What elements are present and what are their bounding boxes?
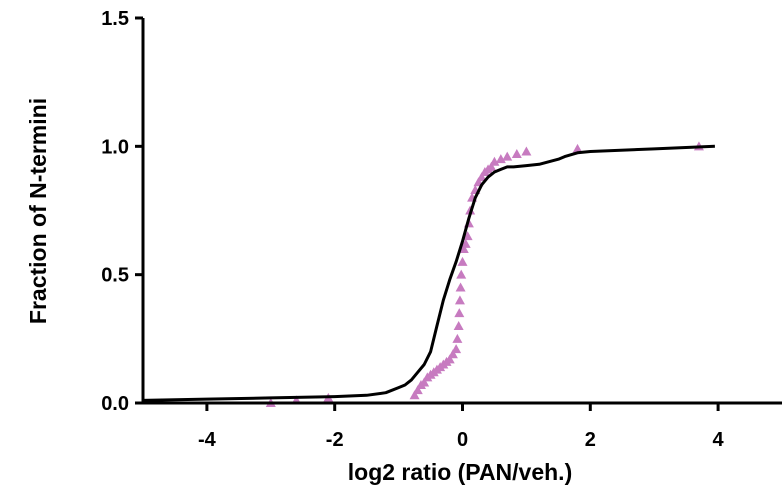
x-tick-label: 4 [713, 429, 725, 451]
plot-area [142, 141, 715, 407]
triangle-marker [458, 244, 469, 253]
triangle-marker [454, 295, 465, 305]
x-tick-label: -4 [198, 429, 217, 451]
x-tick-label: -2 [326, 429, 344, 451]
triangle-marker [460, 238, 471, 248]
x-tick-label: 0 [457, 429, 468, 451]
cumulative-line [142, 144, 715, 402]
triangle-marker [447, 349, 458, 359]
triangle-marker [452, 333, 463, 343]
y-tick-label: 1.0 [101, 136, 129, 158]
x-axis-ticks: -4 -2 0 2 4 [198, 403, 725, 451]
triangle-marker [454, 308, 465, 318]
y-axis-label: Fraction of N-termini [25, 98, 51, 324]
y-tick-label: 0.5 [101, 265, 129, 287]
triangle-marker [495, 154, 506, 164]
triangle-marker [456, 269, 467, 279]
triangle-marker [462, 231, 473, 241]
y-tick-label: 0.0 [101, 393, 129, 415]
triangle-marker [572, 143, 583, 153]
triangle-marker [419, 377, 430, 387]
triangle-marker [521, 146, 532, 156]
y-tick-label: 1.5 [101, 8, 129, 30]
triangle-marker [453, 321, 464, 330]
x-axis-label: log2 ratio (PAN/veh.) [348, 459, 573, 485]
triangle-marker [476, 172, 487, 182]
triangle-marker [451, 344, 462, 354]
triangle-marker [412, 385, 423, 395]
triangle-marker [511, 149, 522, 159]
triangle-marker [409, 390, 420, 400]
triangle-marker [455, 282, 466, 292]
triangle-marker [502, 151, 513, 161]
x-tick-label: 2 [585, 429, 596, 451]
triangle-marker [486, 161, 497, 171]
y-axis-ticks: 0.0 0.5 1.0 1.5 [101, 8, 143, 415]
triangle-marker [457, 256, 468, 266]
triangle-marker-series [265, 141, 704, 407]
triangle-marker [444, 354, 455, 364]
triangle-marker [489, 156, 500, 166]
